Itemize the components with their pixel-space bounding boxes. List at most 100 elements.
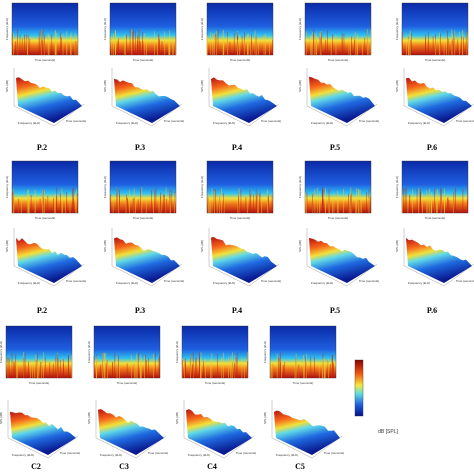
axis-label: SPL (dB) <box>298 240 302 252</box>
spectrogram-image <box>11 160 79 214</box>
spectrogram: Frequency (kHz) Time (seconds) <box>5 2 79 62</box>
spectrogram: Frequency (kHz) Time (seconds) <box>103 160 177 220</box>
axis-label: Frequency (kHz) <box>116 281 138 285</box>
axis-label: Frequency (kHz) <box>311 281 333 285</box>
spectrogram: Frequency (kHz) Time (seconds) <box>103 2 177 62</box>
axis-label: Frequency (kHz) <box>263 341 267 363</box>
axis-label: Frequency (kHz) <box>0 341 3 363</box>
panel-label: P.5 <box>330 306 340 315</box>
spectrogram: Frequency (kHz) Time (seconds) <box>200 2 274 62</box>
surface-plot: SPL (dB) Frequency (kHz) Time (seconds) <box>263 400 344 459</box>
axis-label: SPL (dB) <box>5 80 9 92</box>
axis-label: SPL (dB) <box>103 80 107 92</box>
axis-label: Time (seconds) <box>293 381 314 385</box>
axis-label: Frequency (kHz) <box>408 121 430 125</box>
axis-label: SPL (dB) <box>263 412 267 424</box>
spectrogram: Frequency (kHz) Time (seconds) <box>87 325 161 385</box>
axis-label: Time (seconds) <box>359 119 380 123</box>
axis-box <box>95 400 167 459</box>
axis-label: Time (seconds) <box>456 279 474 283</box>
surface-plot: SPL (dB) Frequency (kHz) Time (seconds) <box>5 68 87 127</box>
spectrogram-image <box>109 160 177 214</box>
axis-label: Frequency (kHz) <box>213 281 235 285</box>
surface <box>10 411 76 455</box>
surface-plot: SPL (dB) Frequency (kHz) Time (seconds) <box>395 68 474 127</box>
surface <box>211 77 277 123</box>
axis-box <box>13 68 85 127</box>
axis-label: Time (seconds) <box>35 58 56 62</box>
axis-label: Frequency (kHz) <box>395 176 399 198</box>
panel-label: P.3 <box>135 306 145 315</box>
panel-label: C3 <box>119 462 129 471</box>
axis-label: Frequency (kHz) <box>298 18 302 40</box>
axis-label: Time (seconds) <box>261 279 282 283</box>
axis-label: Frequency (kHz) <box>5 176 9 198</box>
surface <box>114 78 180 123</box>
spectrogram: Frequency (kHz) Time (seconds) <box>395 160 469 220</box>
axis-box <box>183 400 255 459</box>
axis-label: Time (seconds) <box>236 451 257 455</box>
axis-label: Frequency (kHz) <box>175 341 179 363</box>
spectrogram: Frequency (kHz) Time (seconds) <box>175 325 249 385</box>
panel-label: P.6 <box>427 306 437 315</box>
axis-label: Frequency (kHz) <box>5 18 9 40</box>
surface-plot: SPL (dB) Frequency (kHz) Time (seconds) <box>87 400 168 459</box>
axis-box <box>208 68 280 127</box>
axis-label: Time (seconds) <box>261 119 282 123</box>
surface <box>309 76 375 123</box>
axis-label: SPL (dB) <box>395 240 399 252</box>
spectrogram: Frequency (kHz) Time (seconds) <box>200 160 274 220</box>
spectrogram: Frequency (kHz) Time (seconds) <box>298 160 372 220</box>
axis-box <box>306 68 378 127</box>
axis-label: Time (seconds) <box>230 216 251 220</box>
axis-box <box>111 228 183 287</box>
panel-label: P.2 <box>37 306 47 315</box>
axis-label: Frequency (kHz) <box>18 121 40 125</box>
axis-box <box>271 400 343 459</box>
axis-label: Frequency (kHz) <box>116 121 138 125</box>
axis-label: Time (seconds) <box>133 216 154 220</box>
axis-label: Time (seconds) <box>117 381 138 385</box>
surface-plot: SPL (dB) Frequency (kHz) Time (seconds) <box>298 228 380 287</box>
surface-plot: SPL (dB) Frequency (kHz) Time (seconds) <box>175 400 257 459</box>
axis-label: Time (seconds) <box>456 119 474 123</box>
axis-label: SPL (dB) <box>175 412 179 424</box>
surface-plot: SPL (dB) Frequency (kHz) Time (seconds) <box>0 400 80 459</box>
axis-label: Frequency (kHz) <box>87 341 91 363</box>
panel-label: P.4 <box>232 306 242 315</box>
surface <box>211 237 277 283</box>
axis-label: SPL (dB) <box>200 240 204 252</box>
axis-label: Time (seconds) <box>425 58 446 62</box>
panel-label: C4 <box>207 462 217 471</box>
axis-label: Time (seconds) <box>66 119 87 123</box>
axis-label: SPL (dB) <box>87 412 91 424</box>
surface <box>309 237 375 283</box>
axis-label: SPL (dB) <box>298 80 302 92</box>
spectrogram-image <box>269 325 337 379</box>
axis-label: Time (seconds) <box>66 279 87 283</box>
axis-label: Frequency (kHz) <box>276 453 298 457</box>
surface <box>98 409 164 455</box>
axis-label: Frequency (kHz) <box>200 176 204 198</box>
axis-box <box>403 228 474 287</box>
axis-label: SPL (dB) <box>0 412 3 424</box>
axis-label: Frequency (kHz) <box>200 18 204 40</box>
spectrogram: Frequency (kHz) Time (seconds) <box>263 325 337 385</box>
axis-label: Time (seconds) <box>35 216 56 220</box>
axis-label: SPL (dB) <box>5 240 9 252</box>
axis-label: Frequency (kHz) <box>298 176 302 198</box>
axis-box <box>111 68 183 127</box>
panel-label: P.4 <box>232 143 242 152</box>
surface-plot: SPL (dB) Frequency (kHz) Time (seconds) <box>5 228 87 287</box>
panel-label: P.5 <box>330 143 340 152</box>
surface <box>16 238 82 283</box>
surface-plot: SPL (dB) Frequency (kHz) Time (seconds) <box>103 68 184 127</box>
axis-label: Time (seconds) <box>359 279 380 283</box>
surface-plot: SPL (dB) Frequency (kHz) Time (seconds) <box>395 228 474 287</box>
colorbar-label: dB [SPL] <box>378 429 398 435</box>
axis-label: Frequency (kHz) <box>12 453 34 457</box>
surface-plot: SPL (dB) Frequency (kHz) Time (seconds) <box>298 68 380 127</box>
axis-label: Time (seconds) <box>230 58 251 62</box>
axis-label: Time (seconds) <box>133 58 154 62</box>
spectrogram: Frequency (kHz) Time (seconds) <box>298 2 372 62</box>
